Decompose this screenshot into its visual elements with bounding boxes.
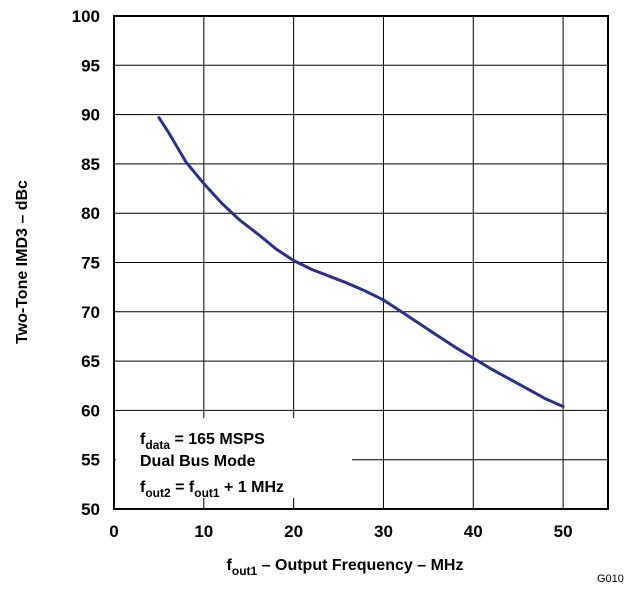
y-tick-label: 95 <box>81 56 100 75</box>
x-tick-label: 50 <box>554 522 573 541</box>
y-tick-label: 75 <box>81 254 100 273</box>
data-points <box>158 117 564 407</box>
x-tick-label: 30 <box>374 522 393 541</box>
plot-frame <box>113 15 609 510</box>
y-tick-label: 100 <box>72 7 100 26</box>
y-tick-label: 60 <box>81 401 100 420</box>
x-axis-label: fout1 – Output Frequency – MHz <box>227 557 464 578</box>
y-tick-label: 90 <box>81 106 100 125</box>
y-tick-label: 55 <box>81 451 100 470</box>
y-tick-label: 85 <box>81 155 100 174</box>
annotation-fout2: fout2 = fout1 + 1 MHz <box>140 479 284 500</box>
y-tick-label: 50 <box>81 500 100 519</box>
annotation-mode: Dual Bus Mode <box>140 453 256 470</box>
x-tick-label: 10 <box>194 522 213 541</box>
y-tick-label: 70 <box>81 303 100 322</box>
x-tick-label: 20 <box>284 522 303 541</box>
y-axis-label: Two-Tone IMD3 – dBc <box>14 180 31 344</box>
x-tick-label: 40 <box>464 522 483 541</box>
x-tick-label: 0 <box>109 522 118 541</box>
annotation-box <box>116 418 352 498</box>
y-tick-label: 65 <box>81 352 100 371</box>
annotation-fdata: fdata = 165 MSPS <box>140 431 265 452</box>
x-tick-labels: 0 10 20 30 40 50 <box>109 522 572 541</box>
y-tick-label: 80 <box>81 204 100 223</box>
y-tick-labels: 50 55 60 65 70 75 80 85 90 95 100 <box>72 7 100 519</box>
series-line <box>157 116 565 408</box>
figure-code: G010 <box>597 573 624 585</box>
